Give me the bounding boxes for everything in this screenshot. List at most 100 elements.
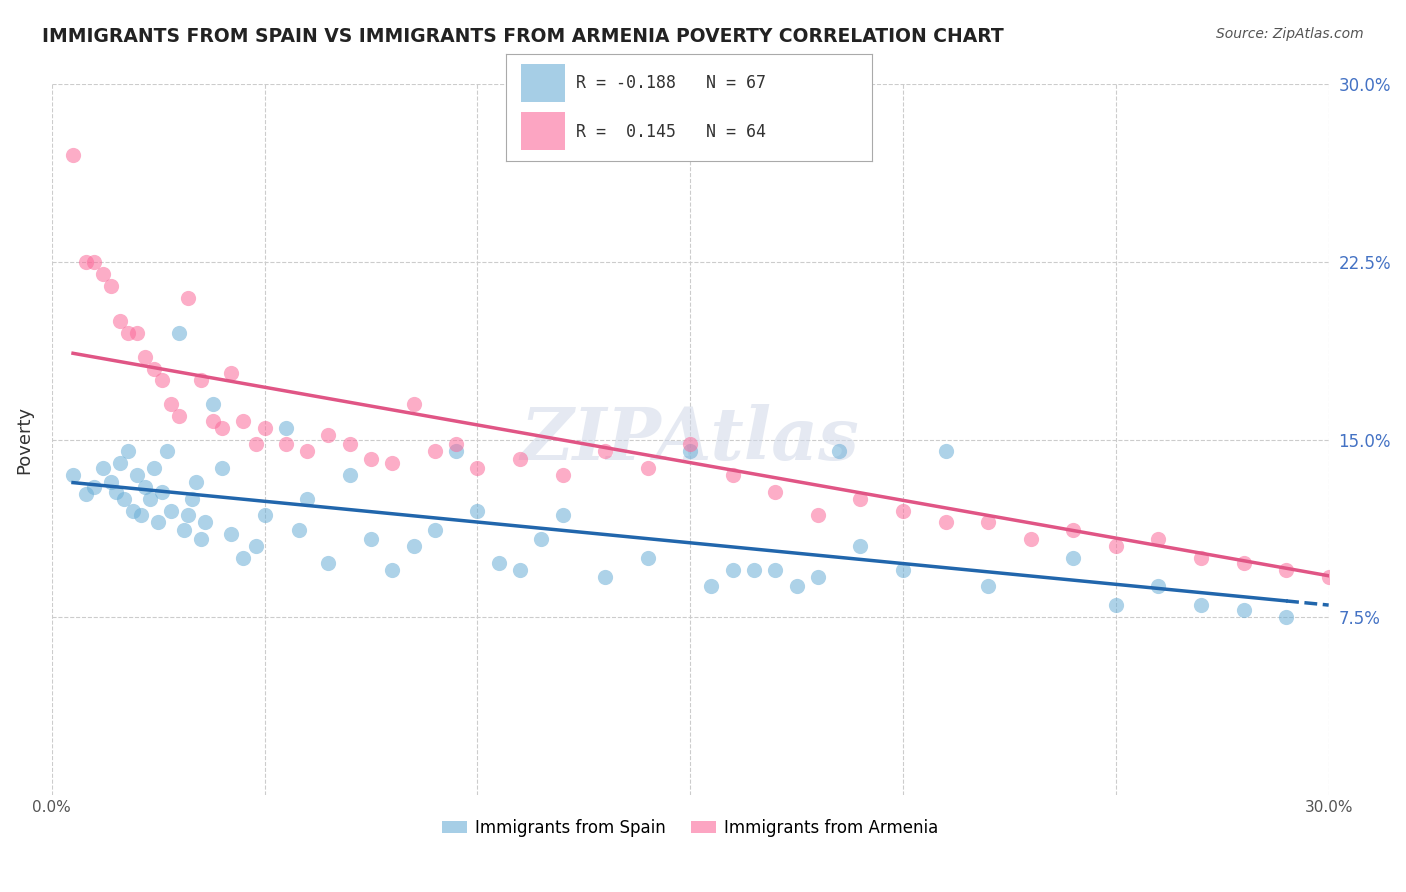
Point [83,255,105,269]
Point [786,579,808,593]
Point [138,491,160,506]
Point [763,563,786,577]
Point [1189,599,1212,613]
Point [1403,586,1406,600]
Point [91,267,114,281]
Point [637,461,659,475]
Point [530,532,553,546]
Point [295,444,318,458]
Point [1062,523,1084,537]
Point [108,456,131,470]
Point [1275,563,1298,577]
Point [935,444,957,458]
Point [1275,610,1298,624]
Point [169,409,191,423]
Point [142,461,165,475]
Point [423,523,446,537]
Point [1189,551,1212,566]
Point [679,444,702,458]
Text: Source: ZipAtlas.com: Source: ZipAtlas.com [1216,27,1364,41]
Point [146,516,169,530]
Point [488,556,510,570]
Point [977,516,1000,530]
Point [232,551,254,566]
Bar [520,64,565,102]
Point [219,527,242,541]
Point [318,427,340,442]
Point [807,508,830,523]
Point [977,579,1000,593]
Point [160,503,183,517]
Point [360,532,382,546]
Point [1105,599,1128,613]
Point [156,444,179,458]
Point [381,563,404,577]
Point [253,421,276,435]
Point [295,491,318,506]
Text: R =  0.145   N = 64: R = 0.145 N = 64 [575,123,766,141]
Point [181,491,204,506]
Point [467,503,489,517]
Point [742,563,765,577]
Legend: Immigrants from Spain, Immigrants from Armenia: Immigrants from Spain, Immigrants from A… [436,812,945,843]
Point [62,468,84,483]
Point [142,361,165,376]
Point [1232,556,1254,570]
Point [75,487,97,501]
Bar [520,112,565,150]
Point [828,444,851,458]
Point [423,444,446,458]
Point [152,484,174,499]
Point [202,397,225,411]
Point [807,570,830,584]
Point [1147,532,1170,546]
Point [75,255,97,269]
Point [274,437,297,451]
Point [551,468,574,483]
Point [467,461,489,475]
Point [509,563,531,577]
Point [186,475,208,490]
Point [339,437,361,451]
Point [245,437,267,451]
Point [721,563,744,577]
Point [274,421,297,435]
Point [1317,570,1340,584]
Point [190,373,212,387]
Text: R = -0.188   N = 67: R = -0.188 N = 67 [575,75,766,93]
Point [935,516,957,530]
Point [245,539,267,553]
Point [219,366,242,380]
Point [1360,579,1382,593]
Point [125,468,148,483]
Point [190,532,212,546]
Point [117,326,139,340]
Point [360,451,382,466]
Point [125,326,148,340]
Point [444,437,467,451]
Text: ZIPAtlas: ZIPAtlas [520,404,859,475]
Point [402,539,425,553]
Point [1232,603,1254,617]
Point [202,414,225,428]
Point [1019,532,1042,546]
Point [891,503,914,517]
Point [637,551,659,566]
Point [194,516,217,530]
Point [232,414,254,428]
Point [100,278,122,293]
Y-axis label: Poverty: Poverty [15,406,32,474]
Point [679,437,702,451]
Point [173,523,195,537]
Point [402,397,425,411]
Point [318,556,340,570]
Point [1147,579,1170,593]
Point [551,508,574,523]
Point [444,444,467,458]
Point [849,539,872,553]
Point [108,314,131,328]
Point [381,456,404,470]
Point [849,491,872,506]
Point [104,484,127,499]
Point [152,373,174,387]
